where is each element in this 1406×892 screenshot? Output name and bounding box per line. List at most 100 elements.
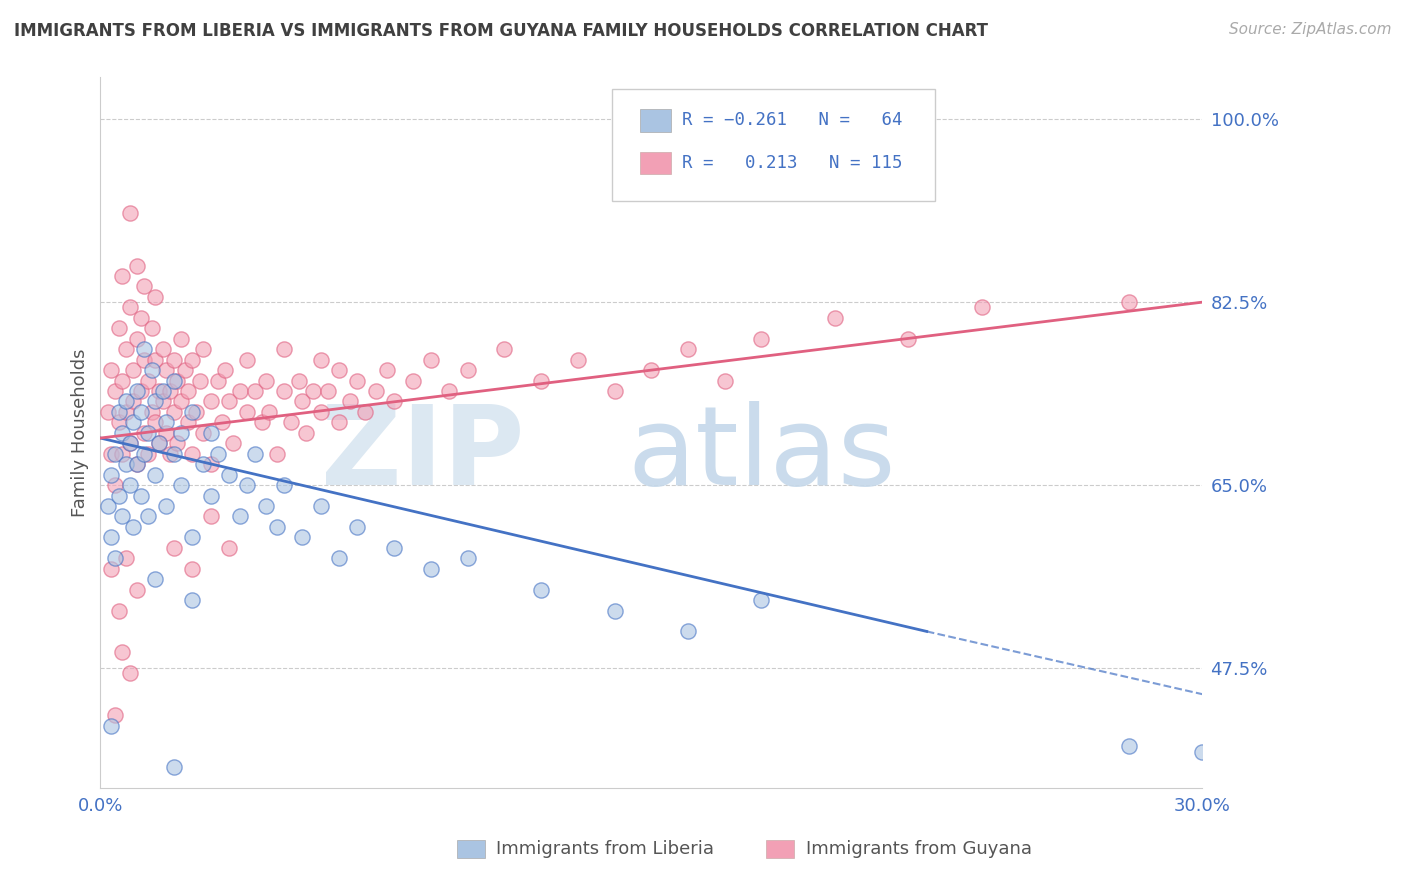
Point [163, 405, 186, 419]
Point [125, 457, 148, 471]
Point [166, 436, 188, 450]
Point [603, 384, 626, 398]
Point [177, 416, 200, 430]
Point [200, 489, 222, 503]
Point [107, 405, 129, 419]
Point [136, 374, 159, 388]
Point [181, 593, 204, 607]
Point [145, 394, 167, 409]
Point [134, 279, 156, 293]
Point [897, 332, 920, 346]
Point [200, 394, 222, 409]
Point [193, 457, 215, 471]
Text: Immigrants from Guyana: Immigrants from Guyana [806, 840, 1032, 858]
Point [382, 394, 405, 409]
Point [118, 206, 141, 220]
Point [254, 499, 277, 513]
Point [1191, 745, 1213, 759]
Point [751, 593, 773, 607]
Point [309, 405, 332, 419]
Point [155, 425, 177, 440]
Point [129, 310, 152, 325]
Point [250, 416, 273, 430]
Point [254, 374, 277, 388]
Point [970, 301, 993, 315]
Point [273, 384, 295, 398]
Text: Source: ZipAtlas.com: Source: ZipAtlas.com [1229, 22, 1392, 37]
Point [118, 436, 141, 450]
Point [328, 551, 350, 566]
Point [145, 416, 167, 430]
Point [111, 268, 134, 283]
Point [115, 405, 138, 419]
Point [291, 530, 314, 544]
Point [273, 342, 295, 356]
Point [118, 478, 141, 492]
Point [291, 394, 314, 409]
Point [287, 374, 309, 388]
Point [170, 394, 193, 409]
Point [163, 447, 186, 461]
Point [111, 509, 134, 524]
Point [155, 416, 177, 430]
Point [181, 405, 204, 419]
Point [188, 374, 211, 388]
Point [181, 562, 204, 576]
Point [170, 332, 193, 346]
Point [163, 374, 186, 388]
Point [236, 352, 259, 367]
Point [118, 436, 141, 450]
Point [229, 384, 252, 398]
Point [125, 384, 148, 398]
Point [111, 425, 134, 440]
Point [243, 447, 266, 461]
Point [122, 520, 145, 534]
Point [1118, 295, 1140, 310]
Point [236, 478, 259, 492]
Point [100, 718, 122, 732]
Point [181, 447, 204, 461]
Point [259, 405, 281, 419]
Point [104, 551, 127, 566]
Point [115, 394, 138, 409]
Point [494, 342, 516, 356]
Point [136, 447, 159, 461]
Point [159, 384, 181, 398]
Point [129, 489, 152, 503]
Point [218, 467, 240, 482]
Y-axis label: Family Households: Family Households [72, 349, 89, 517]
Point [145, 290, 167, 304]
Point [207, 447, 229, 461]
Point [148, 436, 170, 450]
Point [316, 384, 339, 398]
Point [193, 425, 215, 440]
Point [214, 363, 236, 377]
Point [295, 425, 318, 440]
Point [713, 374, 735, 388]
Point [457, 551, 479, 566]
Text: R = −0.261   N =   64: R = −0.261 N = 64 [682, 112, 903, 129]
Point [122, 394, 145, 409]
Point [309, 499, 332, 513]
Point [155, 363, 177, 377]
Point [229, 509, 252, 524]
Point [419, 562, 441, 576]
Point [173, 363, 195, 377]
Point [243, 384, 266, 398]
Point [136, 509, 159, 524]
Point [676, 342, 699, 356]
Point [107, 416, 129, 430]
Point [100, 467, 122, 482]
Point [104, 708, 127, 723]
Point [141, 405, 163, 419]
Point [163, 352, 186, 367]
Point [100, 363, 122, 377]
Point [200, 509, 222, 524]
Point [328, 363, 350, 377]
Point [107, 321, 129, 335]
Point [100, 447, 122, 461]
Point [457, 363, 479, 377]
Point [125, 332, 148, 346]
Point [273, 478, 295, 492]
Point [218, 541, 240, 555]
